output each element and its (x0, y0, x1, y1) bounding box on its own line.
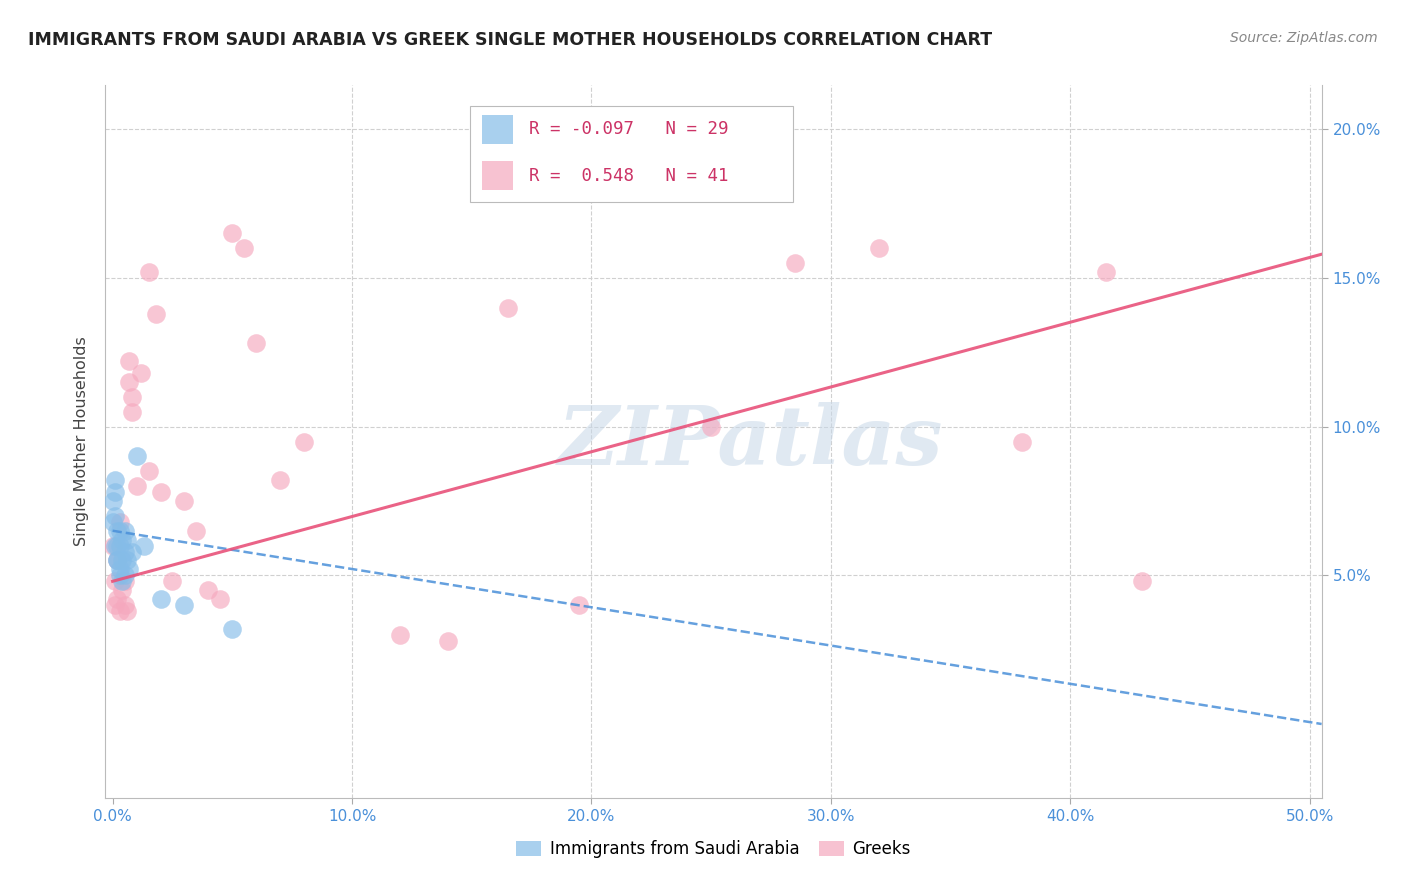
Point (108, 568, 131, 582)
Point (436, 633, 458, 648)
Point (209, 592, 232, 607)
Point (114, 544, 136, 558)
Point (118, 562, 141, 576)
Point (107, 553, 129, 567)
Point (145, 307, 167, 321)
Point (114, 524, 136, 538)
Point (104, 485, 127, 500)
Point (173, 598, 195, 612)
Text: ZIPatlas: ZIPatlas (557, 401, 943, 482)
Text: R = -0.097   N = 29: R = -0.097 N = 29 (529, 120, 728, 138)
Point (101, 515, 124, 529)
Text: R =  0.548   N = 41: R = 0.548 N = 41 (529, 167, 728, 185)
Point (111, 533, 134, 547)
Point (388, 628, 411, 642)
FancyBboxPatch shape (470, 106, 793, 202)
Point (783, 256, 806, 270)
Point (245, 336, 267, 351)
Point (101, 539, 124, 553)
Point (104, 574, 127, 589)
Text: IMMIGRANTS FROM SAUDI ARABIA VS GREEK SINGLE MOTHER HOUSEHOLDS CORRELATION CHART: IMMIGRANTS FROM SAUDI ARABIA VS GREEK SI… (28, 31, 993, 49)
Point (162, 574, 184, 589)
Point (114, 568, 136, 582)
Point (1130, 574, 1153, 589)
Point (700, 419, 723, 434)
Point (496, 301, 519, 315)
Text: Source: ZipAtlas.com: Source: ZipAtlas.com (1230, 31, 1378, 45)
Point (104, 598, 127, 612)
Point (114, 598, 136, 612)
Point (111, 574, 134, 589)
Point (1095, 265, 1118, 279)
Point (101, 494, 124, 508)
Point (107, 524, 129, 538)
Point (149, 485, 172, 500)
Point (107, 553, 129, 567)
Point (118, 375, 141, 389)
Point (1011, 434, 1033, 449)
Point (107, 539, 129, 553)
Point (111, 553, 134, 567)
Point (131, 366, 153, 380)
Point (111, 583, 134, 598)
Point (138, 265, 160, 279)
Point (186, 524, 208, 538)
Point (108, 604, 131, 618)
Point (121, 544, 143, 558)
Point (108, 524, 131, 538)
Point (108, 539, 131, 553)
Point (868, 241, 890, 255)
Point (104, 539, 127, 553)
Point (108, 562, 131, 576)
Point (233, 241, 256, 255)
Point (114, 574, 136, 589)
Point (121, 390, 143, 404)
Point (221, 227, 243, 241)
Point (132, 539, 155, 553)
Point (125, 450, 148, 464)
Point (221, 622, 243, 636)
Point (104, 473, 127, 487)
Point (107, 553, 129, 567)
Point (197, 583, 219, 598)
Point (149, 592, 172, 607)
Point (104, 508, 127, 523)
Point (568, 598, 591, 612)
Point (173, 494, 195, 508)
Point (138, 464, 160, 478)
Point (292, 434, 315, 449)
Legend: Immigrants from Saudi Arabia, Greeks: Immigrants from Saudi Arabia, Greeks (509, 834, 918, 865)
Point (115, 533, 138, 547)
Point (118, 354, 141, 368)
Point (269, 473, 291, 487)
Point (107, 592, 129, 607)
Point (121, 405, 143, 419)
Bar (482, 115, 513, 144)
Point (115, 553, 138, 567)
Point (108, 515, 131, 529)
Point (115, 604, 138, 618)
Y-axis label: Single Mother Households: Single Mother Households (75, 336, 90, 547)
Bar (482, 161, 513, 190)
Point (125, 479, 148, 493)
